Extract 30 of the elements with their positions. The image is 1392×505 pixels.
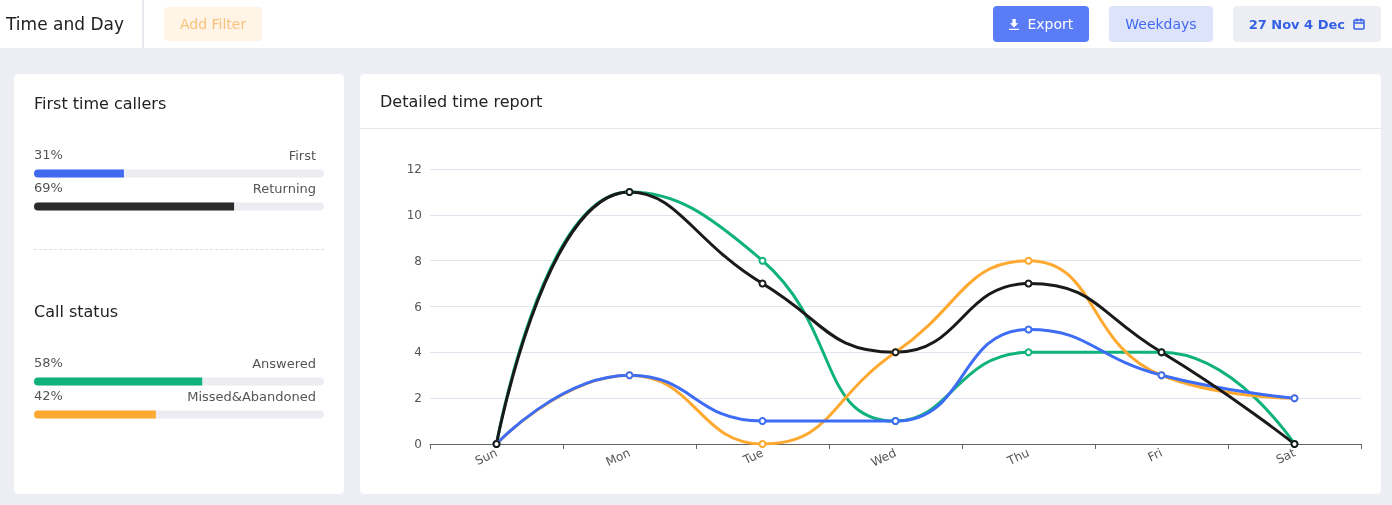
y-tick-label: First [288,147,316,163]
text: Add Filter [163,7,263,41]
y-tick-label: 2 [414,391,422,406]
x-tick-label: Wed [868,445,899,470]
y-tick-label: Missed&Abandoned [187,388,316,404]
text: Export [993,6,1090,42]
data-label: 42% [34,387,63,403]
y-tick-label: 4 [414,345,422,360]
chart-title: First time callers [34,94,168,113]
y-tick-label: 8 [414,253,422,268]
data-label: 69% [34,179,63,195]
y-tick-label: 6 [414,299,422,314]
data-label: 31% [34,146,63,162]
text: 27 Nov 4 Dec [1232,6,1381,42]
x-tick-label: Thu [1004,445,1032,469]
y-tick-label: Returning [252,180,316,196]
text: Weekdays [1109,6,1213,42]
x-tick-label: Sun [472,445,500,468]
x-tick-label: Mon [603,445,633,470]
y-tick-label: 12 [406,162,422,176]
chart-title: Detailed time report [360,74,1381,129]
data-label: 58% [34,354,63,370]
x-tick-label: Sat [1273,445,1298,467]
text: Time and Day [0,0,144,48]
y-tick-label: Answered [252,355,316,371]
y-tick-label: 0 [414,437,422,451]
chart-title: Call status [34,302,120,321]
x-tick-label: Tue [740,445,766,468]
y-tick-label: 10 [406,207,422,222]
x-tick-label: Fri [1145,445,1165,465]
